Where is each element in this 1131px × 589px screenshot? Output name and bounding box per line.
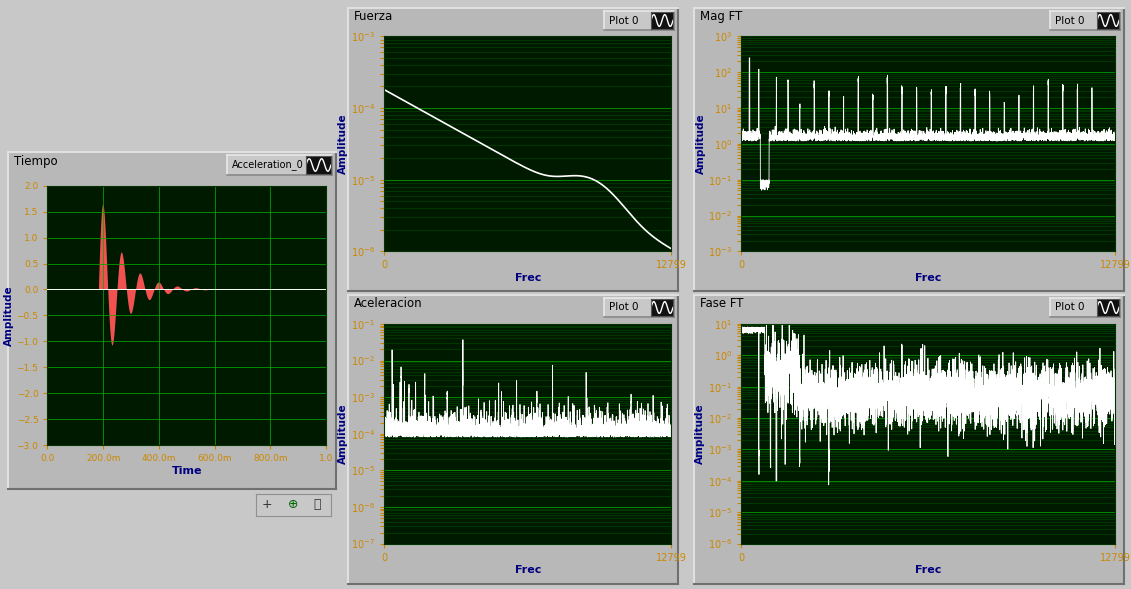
Text: ✋: ✋ [313, 498, 321, 511]
X-axis label: Frec: Frec [515, 273, 541, 283]
X-axis label: Frec: Frec [915, 565, 941, 575]
Text: Fuerza: Fuerza [354, 11, 392, 24]
Text: Plot 0: Plot 0 [608, 15, 638, 25]
X-axis label: Frec: Frec [915, 273, 941, 283]
Text: Plot 0: Plot 0 [608, 303, 638, 313]
Y-axis label: Amplitude: Amplitude [696, 403, 706, 464]
Text: Plot 0: Plot 0 [1054, 303, 1083, 313]
Text: Aceleracion: Aceleracion [354, 297, 422, 310]
Y-axis label: Amplitude: Amplitude [338, 114, 348, 174]
X-axis label: Frec: Frec [515, 565, 541, 575]
Y-axis label: Amplitude: Amplitude [3, 285, 14, 346]
Y-axis label: Amplitude: Amplitude [696, 114, 706, 174]
Y-axis label: Amplitude: Amplitude [338, 403, 348, 464]
Text: +: + [262, 498, 273, 511]
Text: Plot 0: Plot 0 [1054, 15, 1083, 25]
Text: Mag FT: Mag FT [700, 11, 742, 24]
Text: ⊕: ⊕ [288, 498, 299, 511]
X-axis label: Time: Time [172, 466, 202, 476]
Text: Fase FT: Fase FT [700, 297, 743, 310]
Text: Tiempo: Tiempo [14, 155, 58, 168]
Text: Acceleration_0: Acceleration_0 [232, 160, 303, 170]
